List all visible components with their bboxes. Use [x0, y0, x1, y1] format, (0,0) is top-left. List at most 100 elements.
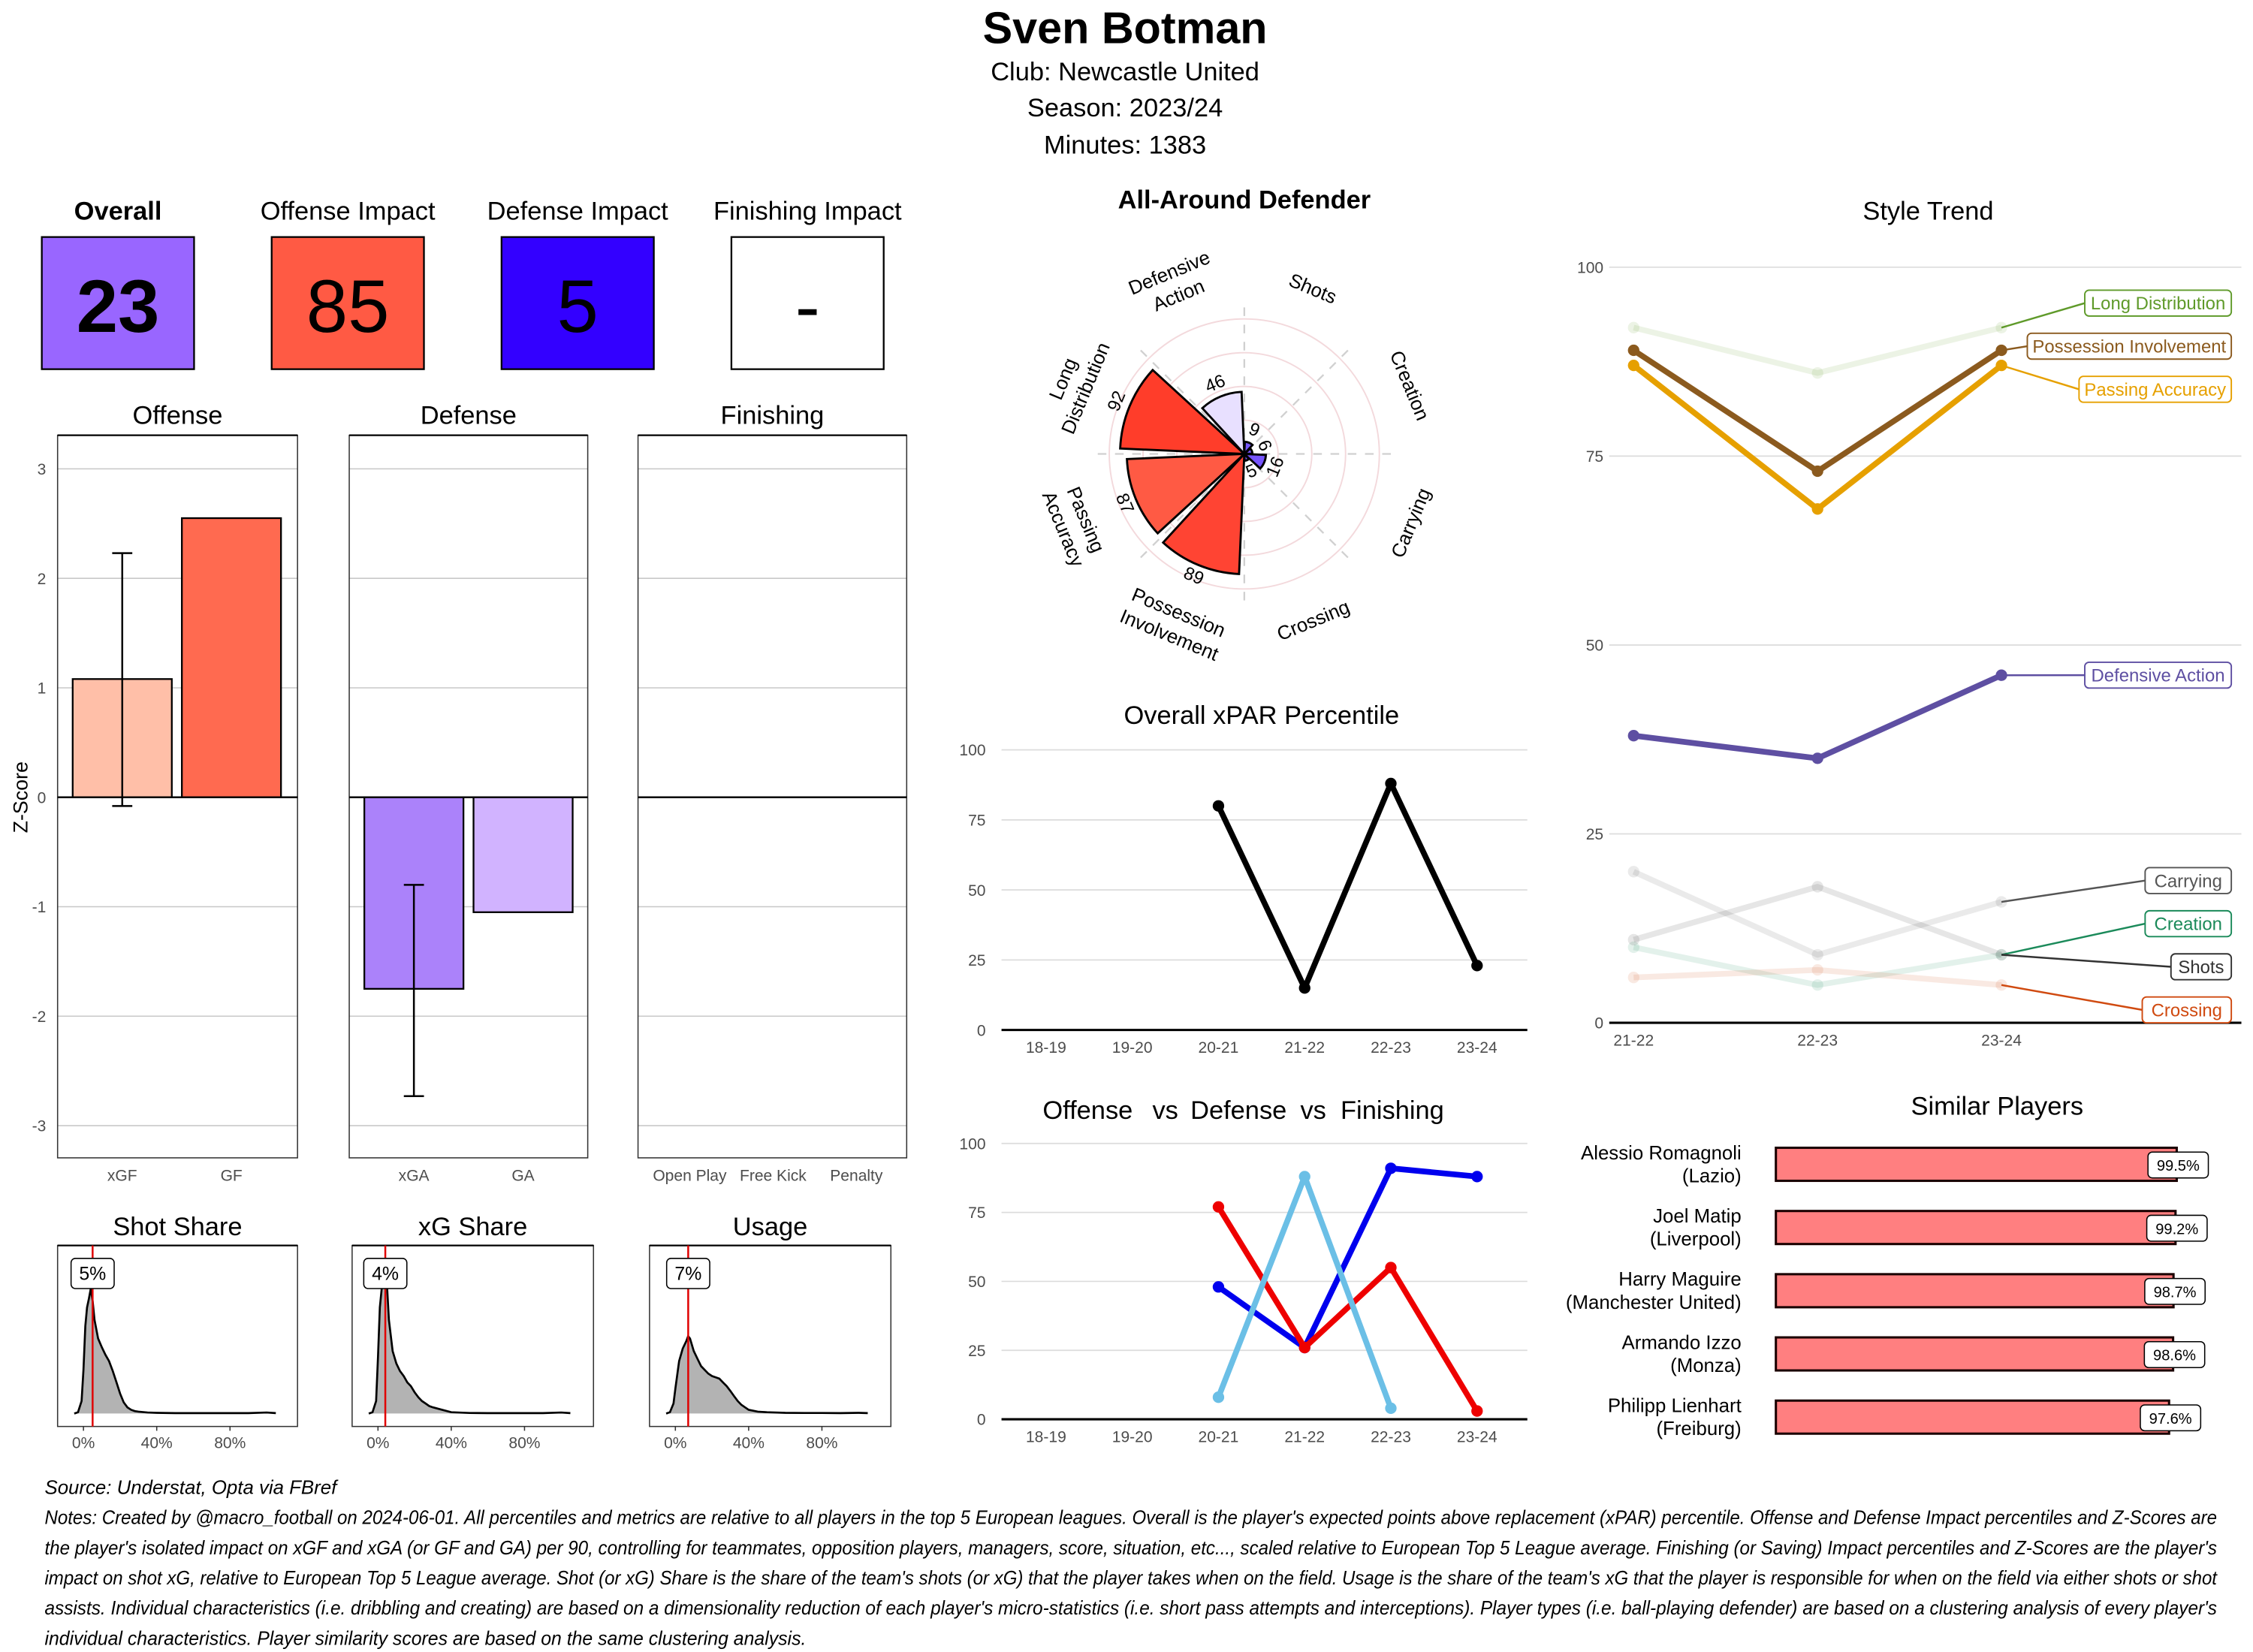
series-line-long-distribution — [1633, 324, 2002, 376]
y-tick-label: 0 — [38, 789, 47, 806]
label-connector — [2001, 302, 2086, 329]
series-point-carrying — [1811, 948, 1823, 961]
series-line-defense — [1216, 1205, 1480, 1413]
similarity-label-box — [2146, 1214, 2208, 1242]
x-tick-label: 40% — [141, 1434, 173, 1452]
similarity-bar — [1775, 1210, 2177, 1246]
density-area — [369, 1274, 571, 1414]
y-tick-label: 100 — [959, 742, 985, 759]
similar-player-row: Armando Izzo(Monza) 98.6% — [1622, 1332, 2206, 1376]
series-label-long-distribution: Long Distribution — [2091, 294, 2225, 314]
impact-tile — [41, 236, 195, 370]
density-curve — [74, 1288, 276, 1415]
similarity-label: 99.2% — [2155, 1221, 2198, 1237]
series-point-passing-accuracy — [1627, 359, 1639, 372]
series-point-overall — [1471, 960, 1483, 972]
bar-ga — [472, 796, 574, 913]
x-tick-label: 21-22 — [1284, 1429, 1325, 1446]
label-connector — [2001, 879, 2146, 903]
radar-category-label: Creation — [1386, 348, 1433, 424]
density-curve — [665, 1334, 868, 1415]
similarity-label: 98.6% — [2153, 1348, 2196, 1364]
y-tick-label: 3 — [38, 461, 47, 478]
series-point-overall — [1298, 982, 1310, 994]
series-point-long-distribution — [1811, 367, 1823, 379]
radar-category-label: Carrying — [1388, 485, 1435, 561]
x-tick-label: 23-24 — [1981, 1032, 2022, 1050]
series-label-box — [2144, 867, 2233, 894]
notes-line: assists. Individual characteristics (i.e… — [44, 1598, 2217, 1619]
panel-title: Offense — [132, 401, 222, 430]
series-label-creation: Creation — [2155, 915, 2222, 935]
x-tick-label: GA — [511, 1168, 534, 1185]
ovd-title-part: Defense — [1190, 1096, 1286, 1125]
impact-tiles: Overall 23 Offense Impact 85 Defense Impact 5… — [41, 197, 902, 370]
x-tick-label: 0% — [72, 1434, 95, 1452]
player-name: Philipp Lienhart — [1608, 1396, 1742, 1417]
similarity-bar — [1775, 1399, 2170, 1435]
series-point-crossing — [1811, 963, 1823, 976]
density-title: Usage — [733, 1213, 808, 1241]
series-label-carrying: Carrying — [2155, 871, 2222, 891]
radar-category-label: PossessionInvolvement — [1117, 583, 1231, 665]
radar-grid-circle — [1142, 351, 1347, 556]
player-club: (Manchester United) — [1566, 1292, 1742, 1313]
series-point-overall — [1385, 777, 1397, 790]
density-charts: Shot Share 5% 0% 40% 80% xG Share 4% 0% 40% 80% Us… — [56, 1213, 892, 1452]
notes-line: the player's isolated impact on xGF and … — [44, 1538, 2217, 1559]
series-label-shots: Shots — [2178, 957, 2224, 978]
y-tick-label: 75 — [968, 812, 985, 830]
x-tick-label: 18-19 — [1026, 1039, 1066, 1057]
player-club: (Lazio) — [1682, 1165, 1742, 1186]
x-tick-label: 20-21 — [1199, 1429, 1239, 1446]
x-tick-label: 80% — [806, 1434, 837, 1452]
radar-category-label: PassingAccuracy — [1038, 479, 1111, 570]
radar-category-label: Crossing — [1274, 596, 1353, 645]
y-tick-label: -2 — [32, 1008, 47, 1026]
radar-category-word: Shots — [1286, 270, 1340, 308]
series-label-box — [2170, 953, 2233, 981]
x-tick-label: 18-19 — [1026, 1429, 1066, 1446]
zscore-axis-label: Z-Score — [10, 761, 32, 833]
x-tick-label: GF — [221, 1168, 243, 1185]
radar-grid-circle — [1108, 318, 1380, 590]
radar-bar-defensive-action — [1200, 390, 1246, 457]
similar-player-row: Philipp Lienhart(Freiburg) 97.6% — [1608, 1396, 2202, 1439]
series-point-creation — [1811, 979, 1823, 991]
density-title: Shot Share — [113, 1213, 242, 1241]
series-line-crossing — [1633, 966, 2002, 988]
y-tick-label: 0 — [977, 1412, 986, 1429]
impact-label: Overall — [74, 197, 162, 226]
player-club: (Freiburg) — [1656, 1418, 1741, 1439]
series-point-overall — [1212, 800, 1225, 812]
xpar-chart: Overall xPAR Percentile 0 25 50 75 100 18-19 19… — [959, 701, 1528, 1057]
xpar-title: Overall xPAR Percentile — [1123, 701, 1399, 730]
y-tick-label: 25 — [968, 1343, 985, 1360]
y-tick-label: 0 — [1594, 1015, 1603, 1032]
series-line-defensive-action — [1633, 672, 2003, 761]
ovd-title-part: Finishing — [1341, 1096, 1444, 1125]
player-name: Alessio Romagnoli — [1581, 1143, 1742, 1164]
series-label-box — [2026, 332, 2233, 360]
x-tick-label: 40% — [436, 1434, 467, 1452]
x-tick-label: 19-20 — [1112, 1039, 1153, 1057]
impact-label: Defense Impact — [487, 197, 669, 226]
similar-players-title: Similar Players — [1911, 1093, 2084, 1121]
y-tick-label: 2 — [38, 571, 47, 588]
series-point-finishing — [1385, 1402, 1397, 1415]
impact-value: 85 — [306, 265, 390, 348]
radar-value-label: 92 — [1103, 388, 1130, 415]
impact-label: Offense Impact — [261, 197, 436, 226]
series-point-shots — [1627, 933, 1639, 946]
series-line-carrying — [1632, 869, 2003, 958]
y-tick-label: 100 — [1577, 259, 1603, 276]
series-point-offense — [1471, 1171, 1483, 1183]
similarity-label: 97.6% — [2149, 1411, 2192, 1427]
impact-value: - — [795, 265, 820, 348]
marker-label-box — [70, 1258, 115, 1289]
radar-category-word: Carrying — [1388, 485, 1435, 561]
x-tick-label: 20-21 — [1199, 1039, 1239, 1057]
x-tick-label: 23-24 — [1457, 1429, 1497, 1446]
impact-value: 23 — [77, 265, 160, 348]
bar-gf — [181, 517, 282, 798]
